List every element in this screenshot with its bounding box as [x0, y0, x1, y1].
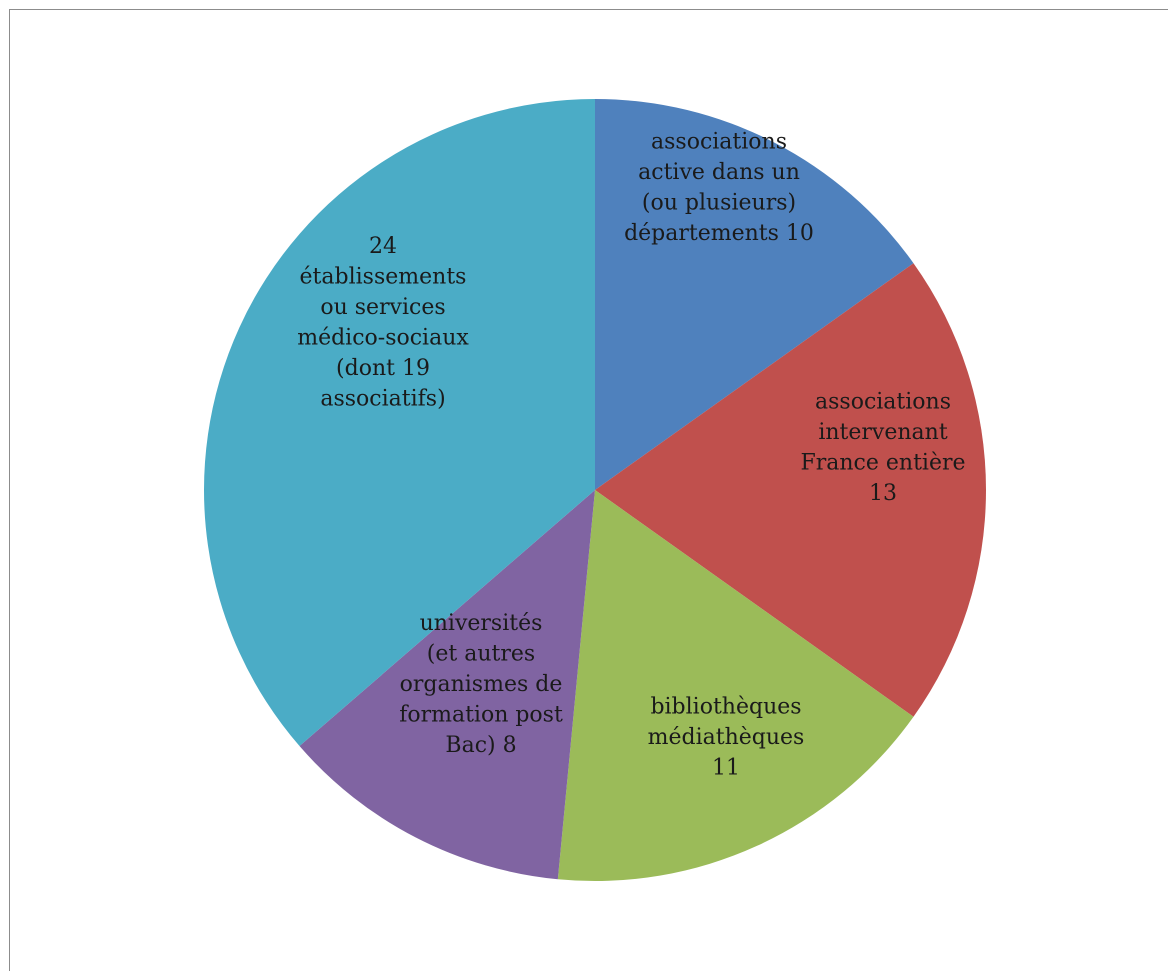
- slice-label-line: active dans un: [638, 160, 800, 185]
- pie-slice-1: [595, 263, 986, 717]
- pie-slices: [203, 98, 986, 882]
- slice-label-2: bibliothèques médiathèques 11: [648, 695, 805, 781]
- slice-label-line: (et autres: [427, 642, 535, 667]
- slice-label-line: associatifs): [320, 386, 445, 411]
- slice-label-line: bibliothèques: [650, 695, 801, 720]
- slice-label-3: universités (et autres organismes de format…: [399, 611, 563, 758]
- chart-area: associations active dans un (ou plusieurs)…: [9, 9, 1168, 971]
- pie-slice-4: [203, 98, 596, 747]
- slice-label-0: associations active dans un (ou plusieurs)…: [624, 129, 814, 246]
- slice-label-line: médico-sociaux: [297, 325, 469, 350]
- slice-label-line: départements 10: [624, 221, 814, 246]
- slice-label-line: 11: [712, 756, 740, 781]
- slice-label-line: associations: [815, 389, 951, 414]
- slice-label-line: France entière: [800, 450, 965, 475]
- slice-label-line: (dont 19: [336, 356, 430, 381]
- slice-label-line: (ou plusieurs): [642, 190, 796, 215]
- slice-label-line: intervenant: [818, 420, 947, 445]
- slice-label-line: médiathèques: [648, 725, 805, 750]
- slice-label-line: ou services: [320, 295, 445, 320]
- pie-slice-2: [557, 490, 914, 882]
- slice-label-line: établissements: [300, 264, 467, 289]
- pie-chart: associations active dans un (ou plusieurs)…: [203, 98, 986, 882]
- pie-slice-3: [299, 490, 595, 880]
- slice-label-line: formation post: [399, 703, 563, 728]
- slice-label-4: 24 établissements ou services médico-sociau…: [297, 234, 469, 411]
- slice-label-line: organismes de: [400, 672, 563, 697]
- slice-label-line: universités: [420, 611, 543, 636]
- slice-label-line: 24: [369, 234, 397, 259]
- slice-label-line: Bac) 8: [445, 733, 516, 758]
- slice-label-line: 13: [869, 481, 897, 506]
- slice-label-line: associations: [651, 129, 787, 154]
- pie-labels: associations active dans un (ou plusieurs)…: [297, 129, 965, 780]
- slice-label-1: associations intervenant France entière 13: [800, 389, 965, 506]
- pie-slice-0: [595, 99, 914, 490]
